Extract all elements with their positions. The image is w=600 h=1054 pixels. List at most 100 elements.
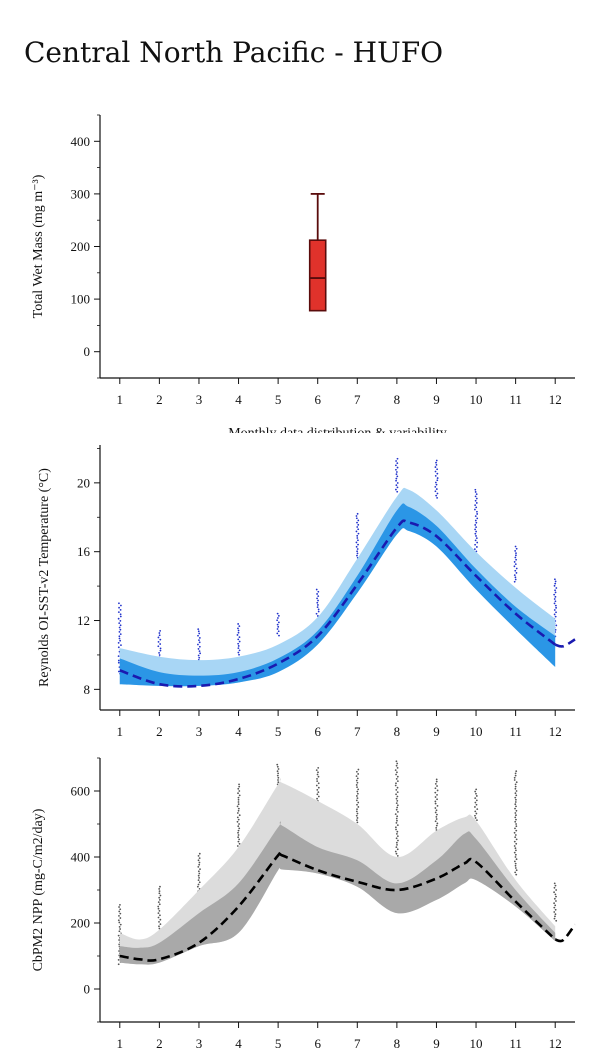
data-point [514, 803, 517, 806]
data-point [434, 485, 437, 488]
data-point [515, 572, 518, 574]
data-point [435, 778, 438, 781]
data-point [555, 889, 558, 891]
data-point [394, 813, 397, 815]
data-point [356, 792, 359, 795]
data-point [238, 842, 241, 845]
data-point [238, 636, 241, 639]
data-point [197, 879, 200, 881]
data-point [316, 601, 319, 604]
data-point [197, 628, 200, 631]
data-point [396, 835, 399, 837]
data-point [395, 460, 397, 462]
data-point [118, 631, 121, 633]
data-point [237, 629, 240, 632]
data-point [117, 963, 120, 966]
data-point [514, 796, 517, 799]
data-point [515, 849, 517, 852]
data-point [119, 609, 122, 611]
data-point [158, 651, 160, 654]
data-point [119, 923, 122, 926]
data-point [553, 917, 556, 920]
data-point [237, 796, 240, 799]
data-point [513, 831, 516, 834]
data-point [554, 591, 557, 594]
data-point [317, 775, 320, 778]
data-point [396, 824, 399, 826]
data-point [394, 784, 397, 787]
x-tick-label: 1 [117, 724, 124, 739]
data-point [317, 795, 320, 798]
data-point [355, 814, 358, 817]
data-point [434, 820, 437, 823]
data-point [436, 798, 438, 801]
data-point [119, 615, 122, 618]
data-point [356, 552, 359, 555]
data-point [435, 488, 438, 490]
y-tick-label: 0 [84, 982, 91, 997]
data-point [434, 802, 437, 805]
data-point [158, 896, 161, 899]
data-points [117, 457, 558, 675]
data-point [476, 517, 479, 520]
data-point [435, 818, 438, 820]
x-tick-label: 1 [117, 392, 124, 407]
data-point [553, 902, 556, 905]
data-point [277, 776, 280, 779]
data-point [118, 626, 121, 629]
data-point [355, 770, 358, 773]
data-point [555, 587, 558, 589]
data-point [198, 650, 201, 653]
data-point [237, 831, 239, 834]
data-point [197, 883, 200, 886]
data-point [117, 958, 120, 961]
y-tick-label: 200 [71, 239, 91, 254]
data-point [118, 637, 121, 640]
data-point [118, 635, 121, 638]
data-point [395, 822, 398, 824]
data-point [276, 617, 279, 619]
y-axis-label: Reynolds OI-SST-v2 Temperature (°C) [37, 468, 52, 687]
x-tick-label: 8 [394, 724, 401, 739]
data-point [158, 890, 161, 892]
data-point [434, 791, 437, 794]
data-point [120, 604, 122, 607]
data-point [197, 855, 200, 857]
y-tick-label: 600 [71, 784, 91, 799]
data-point [435, 483, 438, 486]
data-point [355, 530, 358, 533]
data-point [118, 622, 121, 625]
data-point [397, 839, 399, 842]
data-point [515, 554, 517, 557]
data-point [237, 645, 240, 647]
data-point [198, 639, 200, 642]
data-point [436, 804, 439, 807]
data-point [198, 857, 201, 859]
data-point [158, 634, 161, 637]
data-point [198, 632, 201, 635]
data-point [394, 464, 397, 467]
data-point [396, 815, 399, 818]
data-point [436, 496, 439, 499]
data-point [198, 637, 201, 639]
x-tick-label: 6 [314, 724, 321, 739]
data-point [436, 813, 438, 816]
x-tick-label: 12 [549, 1036, 562, 1051]
data-point [356, 819, 358, 822]
x-tick-label: 9 [433, 392, 440, 407]
data-point [158, 925, 160, 928]
y-tick-label: 400 [71, 134, 91, 149]
data-point [554, 600, 557, 603]
data-point [395, 828, 397, 831]
data-point [395, 468, 397, 471]
data-point [513, 860, 516, 863]
data-point [118, 914, 120, 917]
data-point [277, 768, 280, 770]
data-point [515, 558, 518, 561]
data-point [357, 519, 360, 522]
x-tick-label: 10 [470, 1036, 483, 1051]
data-point [396, 475, 399, 478]
data-point [475, 530, 478, 533]
data-point [553, 584, 556, 587]
data-point [357, 528, 360, 531]
